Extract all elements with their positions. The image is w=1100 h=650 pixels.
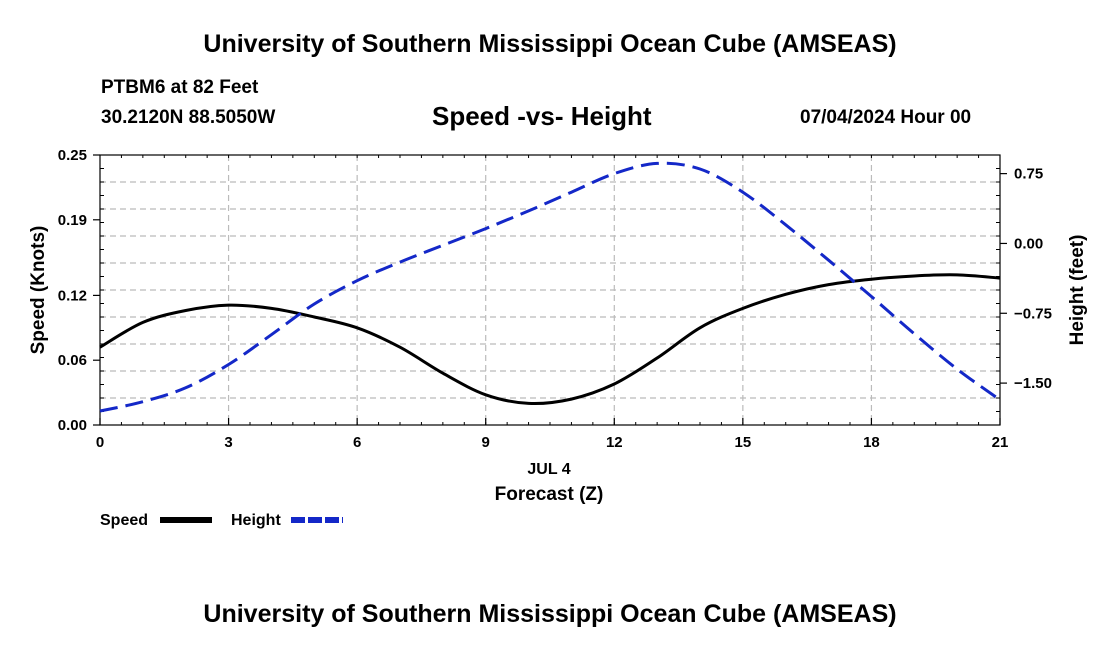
chart-title: Speed -vs- Height: [432, 101, 652, 131]
y-tick-label-0: 0.00: [58, 417, 87, 434]
y-axis-label: Speed (Knots): [28, 226, 49, 355]
x-axis-ticks: 0 3 6 9 12 15 18 21: [96, 418, 1009, 451]
series-line-height: [99, 161, 1001, 413]
station-name: PTBM6 at 82 Feet: [101, 77, 259, 98]
y2-tick-label-2: −0.75: [1014, 305, 1052, 322]
x-tick-label-3: 3: [224, 434, 232, 451]
footer-title: University of Southern Mississippi Ocean…: [203, 600, 897, 628]
y-tick-label-3: 0.19: [58, 212, 87, 229]
y-tick-label-2: 0.12: [58, 287, 87, 304]
y2-axis-label: Height (feet): [1067, 235, 1088, 346]
x-axis-label: Forecast (Z): [495, 484, 604, 505]
speed-height-chart: 0 3 6 9 12 15 18 21 0.000.060.120.190.25 0.750.…: [28, 147, 1088, 529]
series-line-speed: [99, 273, 1001, 406]
x-tick-label-0: 0: [96, 434, 104, 451]
page-title: University of Southern Mississippi Ocean…: [203, 30, 897, 58]
legend-label-height: Height: [231, 512, 281, 529]
legend-label-speed: Speed: [100, 512, 148, 529]
x-tick-label-9: 9: [482, 434, 490, 451]
y2-tick-label-1: 0.00: [1014, 235, 1043, 252]
grid-lines: [100, 155, 1000, 425]
x-tick-label-21: 21: [992, 434, 1009, 451]
y-tick-label-4: 0.25: [58, 147, 87, 164]
plot-frame: [99, 154, 1001, 426]
y-axis-ticks: 0.00 0.06 0.12 0.19 0.25: [58, 147, 100, 434]
y2-axis-ticks: 0.75 0.00 −0.75 −1.50: [1000, 166, 1052, 392]
forecast-date: 07/04/2024 Hour 00: [800, 107, 972, 128]
station-coordinates: 30.2120N 88.5050W: [101, 107, 276, 128]
x-tick-label-6: 6: [353, 434, 361, 451]
y2-tick-label-0: 0.75: [1014, 166, 1043, 183]
legend: Speed Height: [100, 512, 343, 529]
y2-tick-label-3: −1.50: [1014, 375, 1052, 392]
x-tick-label-15: 15: [735, 434, 752, 451]
x-tick-label-12: 12: [606, 434, 623, 451]
x-tick-label-18: 18: [863, 434, 880, 451]
y-tick-label-1: 0.06: [58, 352, 87, 369]
x-axis-date-label: JUL 4: [527, 461, 570, 478]
